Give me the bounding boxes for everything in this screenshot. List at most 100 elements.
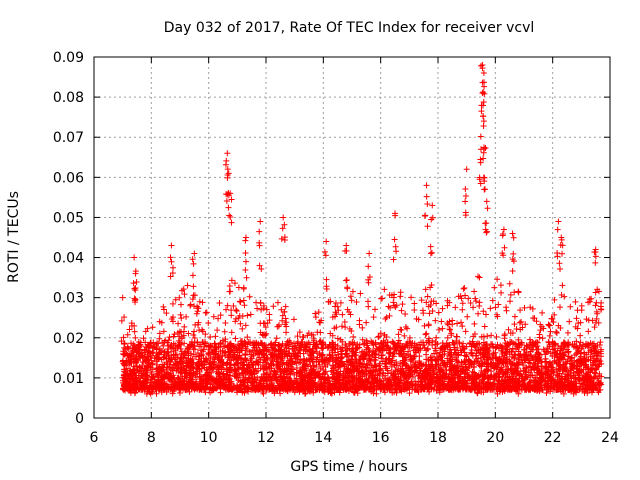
data-point: [193, 310, 200, 317]
data-point: [187, 356, 194, 363]
data-point: [424, 346, 431, 353]
data-point: [312, 314, 319, 321]
data-point: [459, 306, 466, 313]
data-point: [237, 298, 244, 305]
data-point: [235, 315, 242, 322]
data-point: [399, 301, 406, 308]
data-point: [217, 341, 224, 348]
data-point: [266, 317, 273, 324]
data-point: [429, 342, 436, 349]
data-point: [176, 358, 183, 365]
data-point: [473, 298, 480, 305]
data-point: [214, 327, 221, 334]
data-point: [332, 299, 339, 306]
data-point: [446, 318, 453, 325]
data-point: [481, 323, 488, 330]
data-point: [583, 381, 590, 388]
data-point: [592, 373, 599, 380]
data-point: [462, 328, 469, 335]
data-point: [173, 367, 180, 374]
data-point: [533, 365, 540, 372]
data-point: [433, 341, 440, 348]
data-point: [322, 342, 329, 349]
data-point: [160, 342, 167, 349]
data-point: [385, 376, 392, 383]
data-point: [395, 331, 402, 338]
data-point: [491, 284, 498, 291]
data-point: [390, 382, 397, 389]
data-point: [488, 360, 495, 367]
data-point: [290, 316, 297, 323]
data-point: [476, 349, 483, 356]
data-point: [185, 330, 192, 337]
data-point: [592, 358, 599, 365]
data-point: [381, 286, 388, 293]
data-point: [126, 326, 133, 333]
data-point: [572, 298, 579, 305]
data-point: [522, 321, 529, 328]
data-point: [353, 298, 360, 305]
data-point: [133, 349, 140, 356]
data-point: [146, 359, 153, 366]
data-point: [532, 377, 539, 384]
data-point: [194, 303, 201, 310]
data-point: [265, 346, 272, 353]
data-point: [277, 390, 284, 397]
data-point: [347, 372, 354, 379]
data-point: [447, 356, 454, 363]
data-point: [350, 389, 357, 396]
data-point: [274, 299, 281, 306]
data-point: [590, 340, 597, 347]
data-point: [172, 356, 179, 363]
data-point: [240, 285, 247, 292]
data-point: [412, 348, 419, 355]
data-point: [542, 355, 549, 362]
data-point: [231, 280, 238, 287]
data-point: [495, 301, 502, 308]
data-point: [553, 329, 560, 336]
data-point: [164, 339, 171, 346]
data-point: [356, 317, 363, 324]
data-point: [539, 335, 546, 342]
data-point: [264, 354, 271, 361]
data-point: [435, 309, 442, 316]
data-point: [342, 347, 349, 354]
data-point: [350, 361, 357, 368]
data-point: [350, 368, 357, 375]
data-point: [251, 347, 258, 354]
data-point: [583, 316, 590, 323]
data-point: [386, 292, 393, 299]
data-point: [494, 276, 501, 283]
data-point: [418, 297, 425, 304]
data-point: [423, 299, 430, 306]
data-point: [239, 325, 246, 332]
data-point: [297, 359, 304, 366]
data-point: [477, 363, 484, 370]
data-point: [224, 302, 231, 309]
data-point: [132, 334, 139, 341]
data-point: [475, 273, 482, 280]
data-point: [141, 347, 148, 354]
data-point: [291, 379, 298, 386]
data-point: [377, 330, 384, 337]
data-point: [212, 340, 219, 347]
data-point: [398, 307, 405, 314]
data-point: [176, 294, 183, 301]
data-point: [551, 296, 558, 303]
data-point: [573, 315, 580, 322]
data-point: [294, 340, 301, 347]
data-point: [555, 322, 562, 329]
data-point: [570, 390, 577, 397]
data-point: [339, 344, 346, 351]
data-point: [300, 387, 307, 394]
data-point: [172, 347, 179, 354]
data-point: [436, 349, 443, 356]
data-point: [379, 295, 386, 302]
data-point: [449, 321, 456, 328]
data-point: [273, 335, 280, 342]
data-point: [468, 349, 475, 356]
data-point: [492, 304, 499, 311]
data-point: [439, 325, 446, 332]
data-point: [149, 349, 156, 356]
data-point: [232, 315, 239, 322]
